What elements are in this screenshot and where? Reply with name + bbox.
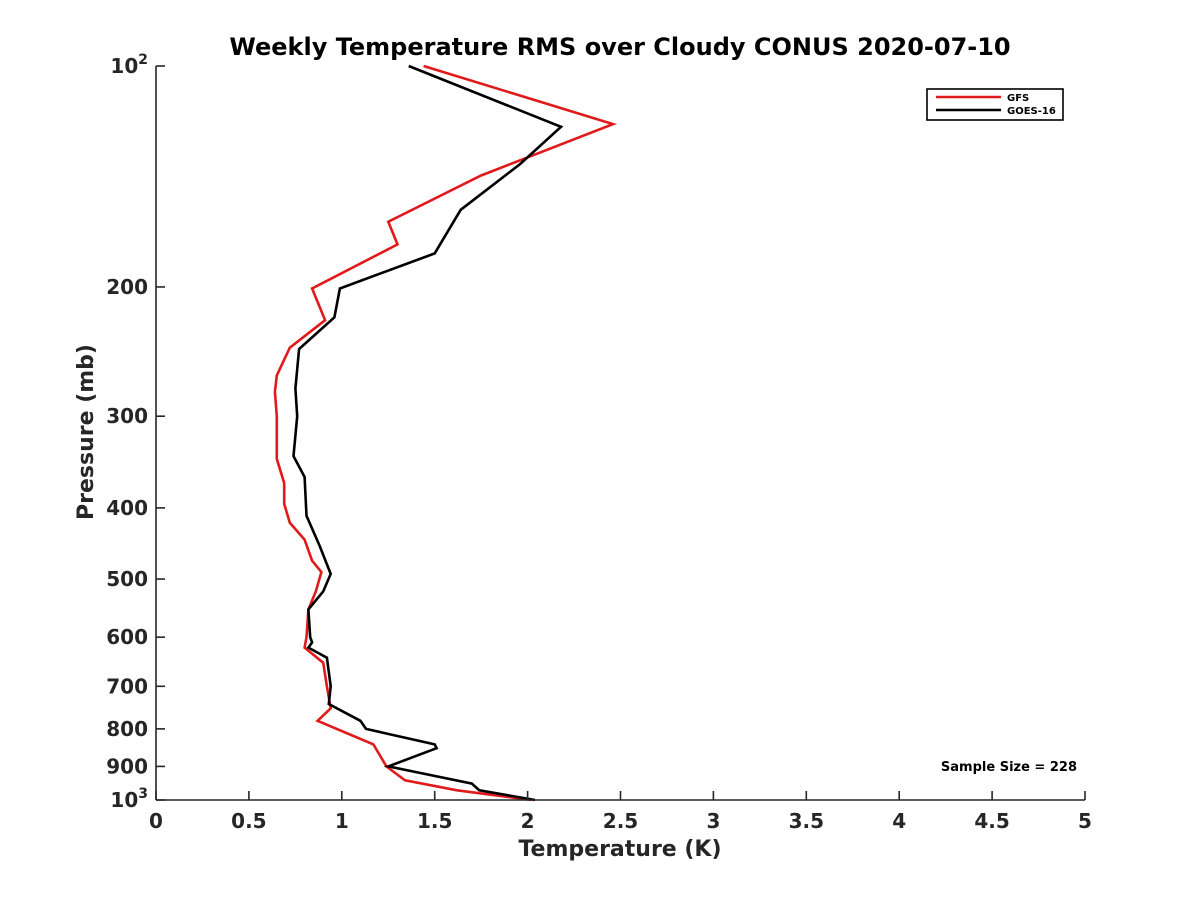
- x-tick-label: 2: [521, 809, 535, 833]
- x-tick-label: 4: [892, 809, 906, 833]
- legend: GFS GOES-16: [926, 88, 1064, 121]
- y-axis-label: Pressure (mb): [74, 344, 99, 520]
- x-tick-label: 4.5: [974, 809, 1009, 833]
- y-tick-label: 700: [106, 674, 148, 698]
- x-tick-label: 0.5: [231, 809, 266, 833]
- y-tick-label: 900: [106, 754, 148, 778]
- legend-label-gfs: GFS: [1007, 93, 1029, 104]
- legend-items: GFS GOES-16: [936, 93, 1056, 117]
- sample-size-annotation: Sample Size = 228: [941, 760, 1077, 775]
- chart-title: Weekly Temperature RMS over Cloudy CONUS…: [229, 33, 1010, 61]
- y-tick-label: 103: [110, 786, 148, 812]
- x-tick-label: 3: [706, 809, 720, 833]
- x-tick-label: 5: [1078, 809, 1092, 833]
- y-tick-label: 102: [110, 52, 148, 78]
- x-ticks: 0 0.5 1 1.5 2 2.5 3 3.5 4 4.5 5: [149, 791, 1092, 833]
- series-line-goes-16: [292, 64, 564, 802]
- x-tick-label: 2.5: [603, 809, 638, 833]
- y-tick-label: 200: [106, 275, 148, 299]
- x-tick-label: 1: [335, 809, 349, 833]
- y-tick-label: 500: [106, 567, 148, 591]
- plot-lines: [273, 64, 618, 802]
- x-tick-label: 0: [149, 809, 163, 833]
- x-tick-label: 3.5: [789, 809, 824, 833]
- y-tick-label: 300: [106, 404, 148, 428]
- y-tick-label: 400: [106, 496, 148, 520]
- legend-box: [926, 88, 1064, 121]
- y-tick-label: 600: [106, 625, 148, 649]
- series-line-gfs: [273, 64, 618, 802]
- x-axis-label: Temperature (K): [518, 837, 721, 862]
- legend-label-goes-16: GOES-16: [1007, 106, 1056, 117]
- x-tick-label: 1.5: [417, 809, 452, 833]
- y-tick-label: 800: [106, 717, 148, 741]
- y-ticks: 102 200 300 400 500 600 700 800 900 103: [106, 52, 165, 812]
